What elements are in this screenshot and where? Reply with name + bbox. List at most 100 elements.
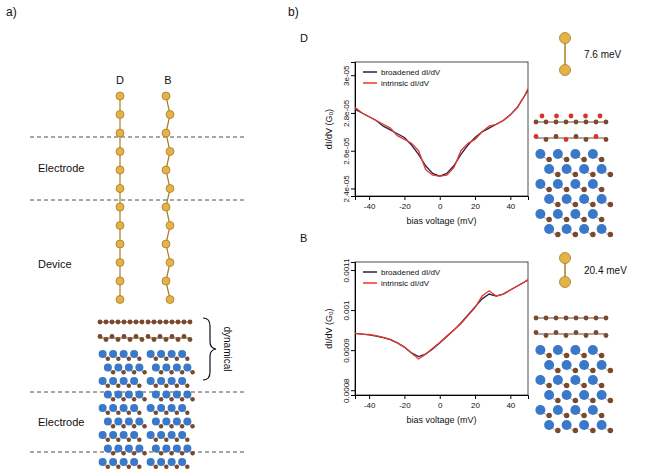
legend-entry: broadened dI/dV [381,268,441,277]
gold-atom [116,166,124,174]
nitrogen-atom [579,420,589,430]
x-tick-mark [440,395,441,399]
carbon-atom [599,187,605,193]
carbon-atom [564,413,570,419]
x-tick-mark [475,395,476,399]
carbon-atom [564,383,570,389]
carbon-atom [137,411,141,415]
nitrogen-atom [147,404,155,412]
y-tick: 0.001 [342,300,355,321]
nitrogen-atom [109,458,117,466]
x-tick-mark [475,196,476,200]
carbon-atom [544,333,549,338]
nitrogen-atom [99,458,107,466]
chart-title: B [300,232,307,244]
y-axis-title: dI/dV (G₀) [324,308,334,348]
carbon-atom [154,411,158,415]
y-tick: 0.0011 [342,258,355,282]
x-tick-mark [510,196,511,200]
nitrogen-atom [597,420,607,430]
carbon-atom [599,353,605,359]
nitrogen-atom [562,194,572,204]
nitrogen-atom [168,404,176,412]
carbon-atom [116,337,121,342]
y-tick-mark [351,310,355,311]
nitrogen-atom [130,404,138,412]
nitrogen-atom [152,364,160,372]
x-tick-mark [404,395,405,399]
nitrogen-atom [588,345,598,355]
carbon-atom [127,411,131,415]
carbon-atom [574,316,579,321]
carbon-atom [581,217,587,223]
gold-atom [116,259,124,267]
data-line [355,88,528,176]
carbon-atom [152,337,157,342]
carbon-atom [154,384,158,388]
carbon-atom [608,172,614,178]
y-tick: 2.6e-05 [342,137,355,165]
gold-atom [116,148,124,156]
y-tick-mark [351,151,355,152]
nitrogen-atom [157,431,165,439]
nitrogen-atom [157,377,165,385]
nitrogen-atom [570,149,580,159]
carbon-atom [176,320,181,325]
data-line [355,90,528,176]
carbon-atom [127,465,131,469]
nitrogen-atom [125,418,133,426]
carbon-atom [140,320,145,325]
carbon-atom [594,134,599,139]
carbon-atom [564,217,570,223]
nitrogen-atom [579,360,589,370]
legend: broadened dI/dVintrinsic dI/dV [363,268,441,288]
nitrogen-atom [109,350,117,358]
carbon-atom [555,172,561,178]
x-tick-label: 20 [471,401,480,410]
nitrogen-atom [168,350,176,358]
nitrogen-atom [597,224,607,234]
carbon-atom [534,330,539,335]
carbon-atom [127,438,131,442]
nitrogen-atom [544,360,554,370]
nitrogen-atom [588,405,598,415]
carbon-atom [608,428,614,434]
carbon-atom [175,384,179,388]
y-tick-mark [351,75,355,76]
carbon-atom [555,368,561,374]
carbon-atom [182,320,187,325]
carbon-atom [116,411,120,415]
adsorbate-atom [598,114,603,119]
nitrogen-atom [173,418,181,426]
nitrogen-atom [125,391,133,399]
nitrogen-atom [120,350,128,358]
carbon-atom [121,451,125,455]
nitrogen-atom [135,391,143,399]
carbon-atom [581,413,587,419]
nitrogen-atom [553,179,563,189]
carbon-atom [546,157,552,163]
nitrogen-atom [152,418,160,426]
column-label: B [164,74,171,86]
nitrogen-atom [588,179,598,189]
y-tick-label: 3e-05 [342,65,351,86]
carbon-atom [127,384,131,388]
nitrogen-atom [579,194,589,204]
nitrogen-atom [535,149,545,159]
carbon-atom [142,397,146,401]
figure: a)DBElectrodeDeviceElectrodedynamicalb)D… [0,0,649,472]
carbon-atom [175,411,179,415]
nitrogen-atom [168,377,176,385]
y-axis-line [351,263,356,396]
nitrogen-atom [588,375,598,385]
carbon-atom [180,424,184,428]
region-label: Electrode [38,416,84,428]
carbon-atom [608,232,614,238]
y-tick-mark [351,270,355,271]
carbon-atom [604,120,609,125]
x-tick: -40 [364,395,376,410]
nitrogen-atom [147,431,155,439]
carbon-atom [546,187,552,193]
carbon-atom [110,334,115,339]
plot-area [355,88,528,176]
